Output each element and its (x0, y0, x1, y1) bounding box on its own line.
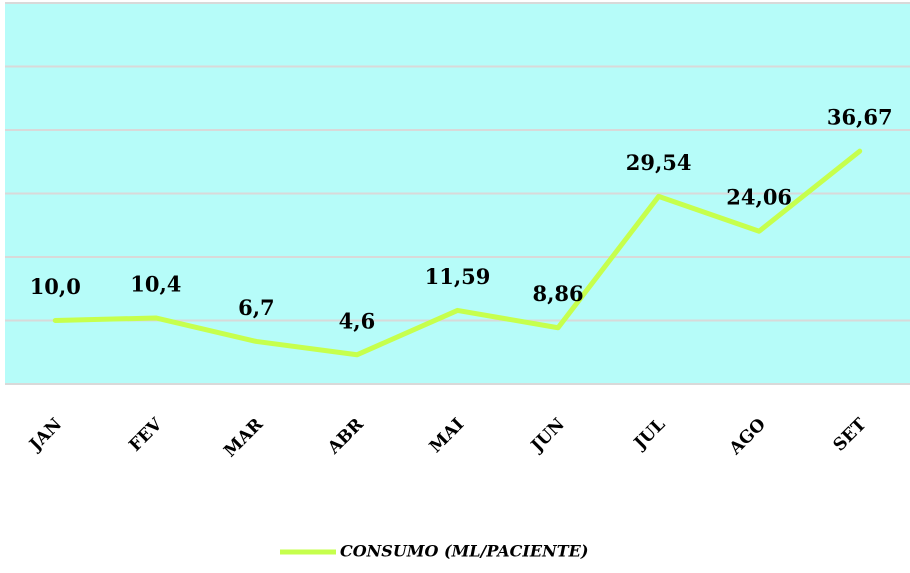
x-tick-label: MAI (426, 415, 468, 457)
x-tick-label: AGO (725, 414, 770, 459)
data-label: 24,06 (726, 185, 792, 210)
data-label: 29,54 (626, 150, 692, 175)
x-tick-label: FEV (125, 414, 167, 456)
data-label: 8,86 (532, 281, 583, 306)
x-tick-label: JUL (629, 415, 669, 455)
data-label: 10,0 (30, 274, 81, 299)
data-label: 11,59 (425, 264, 491, 289)
x-tick-label: MAR (220, 414, 267, 461)
data-label: 10,4 (130, 271, 181, 296)
data-label: 6,7 (238, 295, 275, 320)
x-tick-label: JUN (526, 415, 569, 458)
x-tick-label: SET (830, 414, 871, 455)
x-tick-label: ABR (323, 414, 368, 459)
x-tick-label: JAN (24, 415, 66, 457)
data-label: 36,67 (827, 105, 893, 130)
data-label: 4,6 (339, 308, 376, 333)
legend-label: CONSUMO (ML/PACIENTE) (340, 542, 588, 561)
data-line (52, 148, 863, 358)
